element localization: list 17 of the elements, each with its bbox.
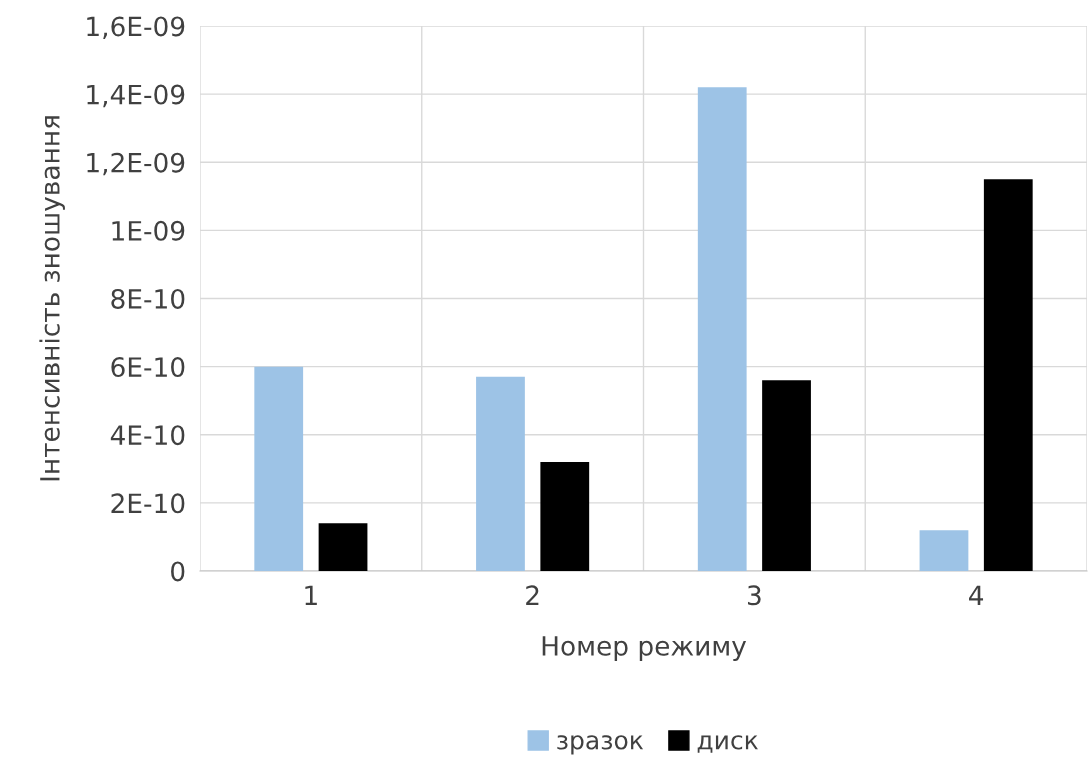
- x-tick-label: 4: [969, 585, 984, 605]
- y-tick-label: 4E-10: [110, 425, 185, 446]
- y-tick-label: 1E-09: [112, 220, 185, 241]
- y-tick-label: 1,6E-09: [87, 16, 185, 40]
- legend-label: зразок: [557, 735, 644, 755]
- y-tick-label: 0: [171, 561, 185, 582]
- y-tick-label: 1,4E-09: [87, 84, 185, 108]
- x-tick-label: 3: [747, 585, 761, 606]
- x-axis-title: Номер режиму: [542, 636, 747, 661]
- y-tick-label: 1,2E-09: [87, 152, 185, 176]
- y-tick-label: 8E-10: [111, 288, 185, 309]
- y-axis-title: Інтенсивність зношування: [39, 116, 65, 481]
- x-tick-label: 1: [305, 585, 317, 605]
- y-tick-label: 6E-10: [111, 357, 185, 378]
- y-tick-label: 2E-10: [111, 493, 185, 514]
- legend-label: диск: [697, 735, 758, 753]
- x-tick-label: 2: [526, 585, 539, 605]
